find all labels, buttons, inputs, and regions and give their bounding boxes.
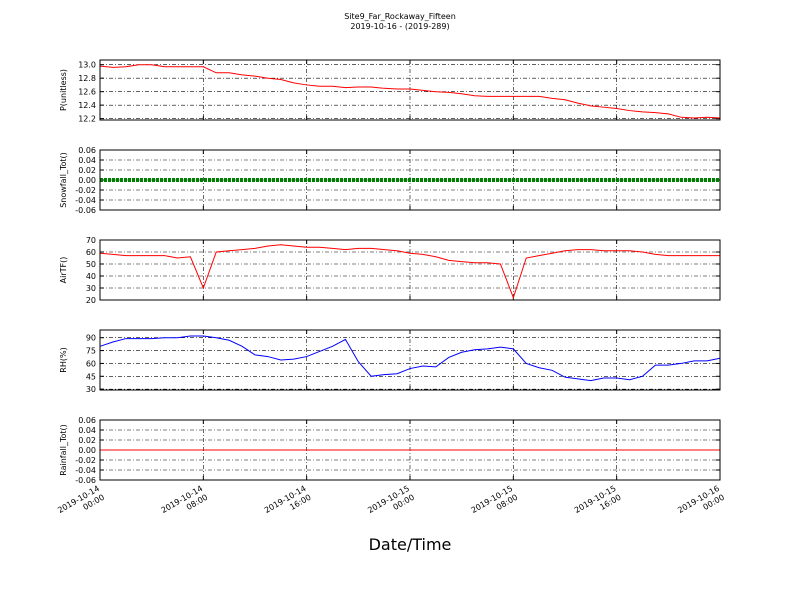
y-tick-label: 0.04 bbox=[78, 426, 96, 435]
y-tick-label: 0.02 bbox=[78, 166, 96, 175]
y-tick-label: 0.00 bbox=[78, 176, 96, 185]
y-tick-label: -0.04 bbox=[75, 196, 96, 205]
y-axis-label: AirTF() bbox=[59, 257, 68, 284]
y-tick-label: 13.0 bbox=[78, 61, 96, 70]
y-tick-label: 45 bbox=[86, 372, 96, 381]
data-line bbox=[99, 335, 721, 382]
y-tick-label: 0.06 bbox=[78, 416, 96, 425]
y-tick-label: -0.02 bbox=[75, 186, 96, 195]
y-tick-label: 0.02 bbox=[78, 436, 96, 445]
y-tick-label: 75 bbox=[86, 347, 96, 356]
y-tick-label: 70 bbox=[86, 236, 96, 245]
y-tick-label: 12.2 bbox=[78, 115, 96, 124]
data-line bbox=[99, 64, 721, 119]
axes-frame bbox=[99, 59, 721, 121]
y-tick-label: 12.8 bbox=[78, 74, 96, 83]
y-tick-label: 50 bbox=[86, 260, 96, 269]
chart-subtitle: 2019-10-16 - (2019-289) bbox=[350, 22, 449, 31]
axes-frame bbox=[99, 329, 721, 391]
y-tick-label: 40 bbox=[86, 272, 96, 281]
y-tick-label: 30 bbox=[86, 284, 96, 293]
y-axis-label: P(unitless) bbox=[59, 69, 68, 111]
y-tick-label: 0.04 bbox=[78, 156, 96, 165]
chart-title: Site9_Far_Rockaway_Fifteen bbox=[344, 12, 456, 21]
y-tick-label: 0.06 bbox=[78, 146, 96, 155]
data-line bbox=[99, 244, 720, 300]
y-tick-label: 20 bbox=[86, 296, 96, 305]
y-tick-label: 90 bbox=[86, 334, 96, 343]
axes-frame bbox=[99, 149, 721, 211]
y-tick-label: 60 bbox=[86, 359, 96, 368]
y-axis-label: RH(%) bbox=[59, 347, 68, 372]
y-tick-label: 60 bbox=[86, 248, 96, 257]
y-tick-label: -0.02 bbox=[75, 456, 96, 465]
y-tick-label: 12.4 bbox=[78, 101, 96, 110]
y-tick-label: -0.04 bbox=[75, 466, 96, 475]
axes-frame bbox=[99, 239, 721, 301]
y-tick-label: 0.00 bbox=[78, 446, 96, 455]
y-tick-label: 30 bbox=[86, 385, 96, 394]
x-axis-label: Date/Time bbox=[369, 535, 452, 554]
axes-frame bbox=[99, 419, 721, 481]
y-axis-label: Rainfall_Tot() bbox=[59, 424, 68, 476]
y-axis-label: Snowfall_Tot() bbox=[59, 152, 68, 208]
y-tick-label: -0.06 bbox=[75, 476, 96, 485]
y-tick-label: -0.06 bbox=[75, 206, 96, 215]
y-tick-label: 12.6 bbox=[78, 88, 96, 97]
